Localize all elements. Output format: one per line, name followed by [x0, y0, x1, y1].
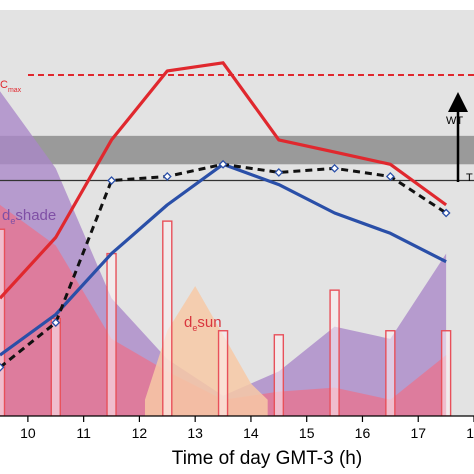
bar [440, 330, 452, 416]
series-3-point [51, 318, 61, 328]
series-3-point [441, 208, 451, 218]
bar [385, 330, 396, 416]
x-tick-label: 13 [187, 425, 203, 441]
series-3-point [162, 172, 172, 181]
x-tick-label: 12 [132, 425, 148, 441]
x-tick-label: 16 [355, 425, 371, 441]
bar [217, 330, 229, 416]
bar [162, 220, 173, 416]
wt-label: WT [446, 115, 463, 127]
series-3-point [218, 159, 228, 169]
series-3-point [330, 163, 340, 173]
t-label: T [466, 172, 473, 184]
x-tick-label: 17 [410, 425, 426, 441]
x-axis-label: Time of day GMT-3 (h) [172, 448, 362, 469]
shaded-band [0, 135, 474, 165]
x-tick-label: 15 [299, 425, 315, 441]
bar [0, 228, 6, 416]
series-line-1 [0, 61, 448, 300]
series-3-point [0, 362, 5, 372]
dshade-label: deshade [2, 207, 56, 226]
area-sun [144, 286, 268, 416]
x-tick-label: 10 [20, 425, 36, 441]
bar [50, 317, 61, 416]
x-tick-label: 14 [243, 425, 259, 441]
bar [329, 289, 340, 416]
series-3-point [107, 176, 116, 185]
bar [106, 252, 117, 416]
series-3-point [385, 172, 395, 181]
x-tick-label: 11 [76, 425, 91, 441]
x-tick-label: 18 [466, 425, 474, 441]
series-3-point [274, 167, 284, 177]
bar [273, 334, 285, 416]
dsun-label: desun [184, 314, 222, 333]
cmax-label: Cmax [0, 79, 22, 94]
